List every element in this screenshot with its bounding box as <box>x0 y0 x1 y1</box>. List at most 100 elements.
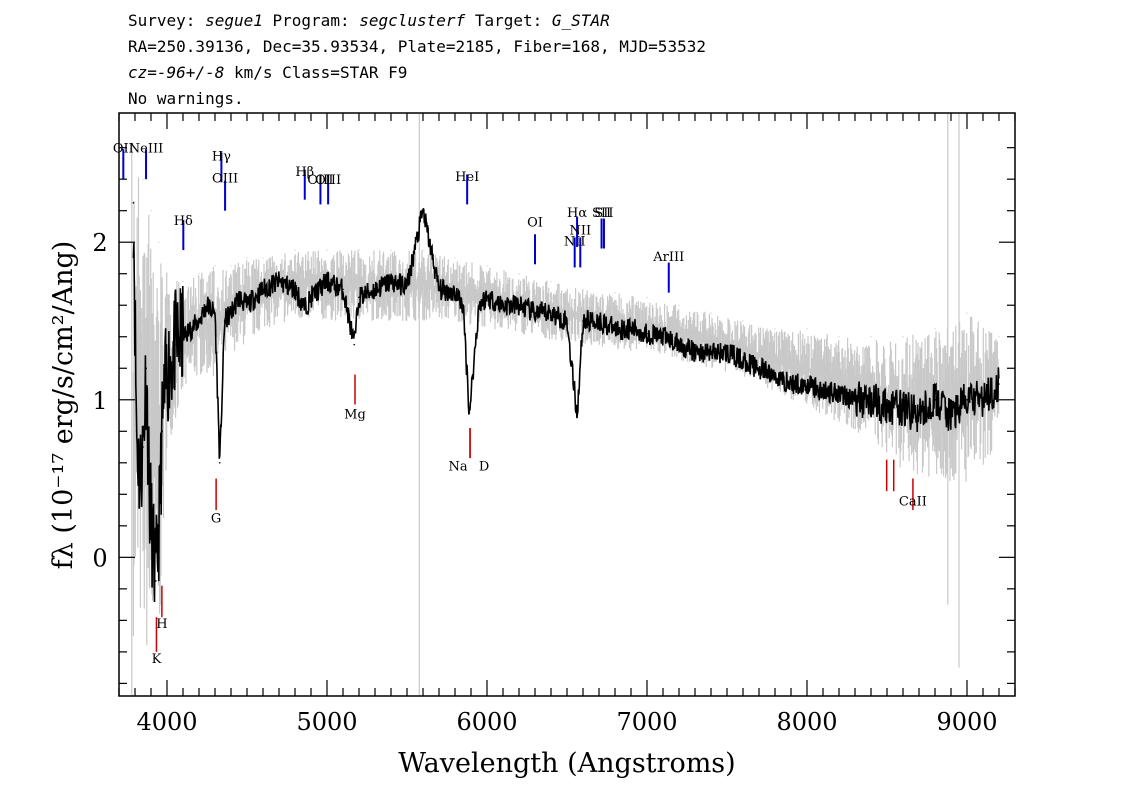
program-value: segclusterf <box>359 11 466 30</box>
absorption-line-label: H <box>156 617 167 632</box>
absorption-line-label: CaII <box>899 494 927 509</box>
flux-point <box>246 304 248 307</box>
header-line-3: cz=-96+/-8 km/s Class=STAR F9 <box>128 63 407 83</box>
error-point <box>150 210 152 212</box>
error-point <box>142 178 144 180</box>
flux-point <box>576 414 578 417</box>
x-tick-label: 6000 <box>456 708 517 736</box>
flux-point <box>934 398 936 401</box>
flux-point <box>462 304 464 307</box>
emission-line-label: SII <box>594 206 613 221</box>
survey-value: segue1 <box>205 11 263 30</box>
error-point <box>550 280 552 283</box>
flux-point <box>174 343 176 346</box>
flux-point <box>886 406 888 409</box>
flux-point <box>806 383 808 385</box>
flux-point <box>158 525 160 527</box>
flux-point <box>214 312 216 314</box>
emission-line-label: Hγ <box>212 149 231 164</box>
error-point <box>246 257 248 259</box>
flux-point <box>614 328 616 330</box>
flux-point <box>870 398 872 401</box>
flux-point <box>566 320 568 322</box>
error-point <box>454 257 456 259</box>
emission-line-label: NII <box>569 223 591 238</box>
error-point <box>198 273 200 275</box>
flux-point <box>454 291 456 294</box>
flux-point <box>198 320 200 322</box>
flux-point <box>238 296 240 299</box>
flux-point <box>139 477 141 480</box>
error-point <box>614 292 616 294</box>
flux-point <box>358 296 360 299</box>
flux-series <box>132 202 1000 603</box>
error-point <box>358 249 360 251</box>
flux-point <box>294 288 296 291</box>
target-label: Target: <box>474 11 543 30</box>
error-point <box>486 265 488 267</box>
flux-point <box>982 398 984 401</box>
flux-point <box>132 202 135 204</box>
flux-point <box>164 383 167 385</box>
emission-line-label: OIII <box>315 173 341 188</box>
flux-point <box>422 209 424 212</box>
x-axis-label: Wavelength (Angstroms) <box>398 748 735 779</box>
flux-point <box>151 540 154 543</box>
error-point <box>166 273 168 275</box>
error-point <box>294 249 296 251</box>
cz-label: cz= <box>128 63 157 82</box>
x-tick-label: 8000 <box>776 708 837 736</box>
absorption-line-label: Na <box>448 460 467 475</box>
emission-line-label: NeIII <box>129 141 163 156</box>
error-point <box>582 288 584 291</box>
flux-point <box>155 580 157 582</box>
error-point <box>214 265 216 267</box>
flux-point <box>230 312 232 314</box>
flux-point <box>646 332 648 335</box>
flux-point <box>902 406 904 409</box>
flux-point <box>145 367 147 370</box>
flux-point <box>534 312 536 314</box>
flux-point <box>838 391 840 393</box>
error-point <box>838 336 840 338</box>
flux-point <box>468 411 471 414</box>
flux-point <box>206 304 208 307</box>
flux-point <box>161 430 163 433</box>
error-series <box>131 113 1000 696</box>
flux-point <box>918 414 920 417</box>
absorption-line-label: K <box>152 652 162 667</box>
flux-point <box>167 367 170 370</box>
error-point <box>742 320 744 322</box>
flux-point <box>678 343 680 346</box>
error-point <box>158 241 160 243</box>
error-point <box>902 336 904 338</box>
flux-point <box>710 351 712 354</box>
error-point <box>966 312 968 314</box>
y-tick-label: 0 <box>92 544 107 572</box>
y-axis-label: fλ (10⁻¹⁷ erg/s/cm²/Ang) <box>48 241 79 570</box>
flux-point <box>662 335 664 338</box>
x-tick-label: 5000 <box>296 708 357 736</box>
header-line-4: No warnings. <box>128 89 244 108</box>
cz-value: -96+/-8 <box>156 63 225 82</box>
flux-point <box>148 493 151 496</box>
y-tick-label: 1 <box>92 387 107 415</box>
header-line-2: RA=250.39136, Dec=35.93534, Plate=2185, … <box>128 37 706 56</box>
y-axis: 0 1 2 fλ (10⁻¹⁷ erg/s/cm²/Ang) <box>48 147 1015 684</box>
x-tick-label: 4000 <box>136 708 197 736</box>
emission-line-label: OIII <box>307 173 333 188</box>
error-point <box>998 336 1000 338</box>
flux-point <box>518 304 520 307</box>
flux-point <box>374 288 376 291</box>
flux-point <box>790 383 792 385</box>
error-point <box>230 265 232 267</box>
error-point <box>678 304 680 306</box>
absorption-line-label: G <box>211 512 221 527</box>
flux-point <box>342 288 344 291</box>
flux-point <box>438 288 440 291</box>
error-point <box>262 257 264 259</box>
error-point <box>774 328 776 330</box>
emission-line-label: Hδ <box>174 214 193 229</box>
cz-class: km/s Class=STAR F9 <box>224 63 408 82</box>
